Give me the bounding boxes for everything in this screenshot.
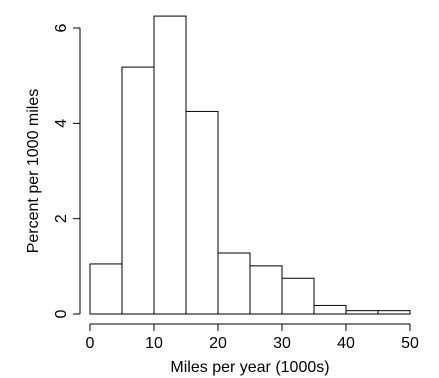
histogram-bar-1: [121, 66, 155, 315]
y-axis: 0 2 4 6: [53, 23, 81, 318]
y-tick-label-1: 2: [53, 214, 70, 223]
x-tick-label-3: 30: [273, 335, 291, 352]
x-axis-title: Miles per year (1000s): [170, 359, 329, 376]
x-tick-label-2: 20: [209, 335, 227, 352]
y-tick-label-2: 4: [53, 119, 70, 128]
x-tick-label-0: 0: [86, 335, 95, 352]
y-tick-label-0: 0: [53, 309, 70, 318]
x-axis: 0 10 20 30 40 50: [86, 323, 419, 352]
histogram-bar-0: [89, 263, 123, 315]
histogram-bar-9: [377, 310, 411, 315]
y-tick-label-3: 6: [53, 23, 70, 32]
bars-layer: [89, 15, 411, 315]
histogram-bar-5: [249, 265, 283, 315]
x-tick-label-1: 10: [145, 335, 163, 352]
histogram-bar-2: [153, 15, 187, 315]
histogram-bar-7: [313, 304, 347, 315]
x-tick-label-4: 40: [337, 335, 355, 352]
histogram-bar-8: [345, 310, 379, 315]
histogram-bar-6: [281, 277, 315, 315]
histogram-bar-3: [185, 110, 219, 315]
x-tick-label-5: 50: [401, 335, 419, 352]
histogram-bar-4: [217, 252, 251, 315]
y-axis-title: Percent per 1000 miles: [25, 89, 42, 254]
